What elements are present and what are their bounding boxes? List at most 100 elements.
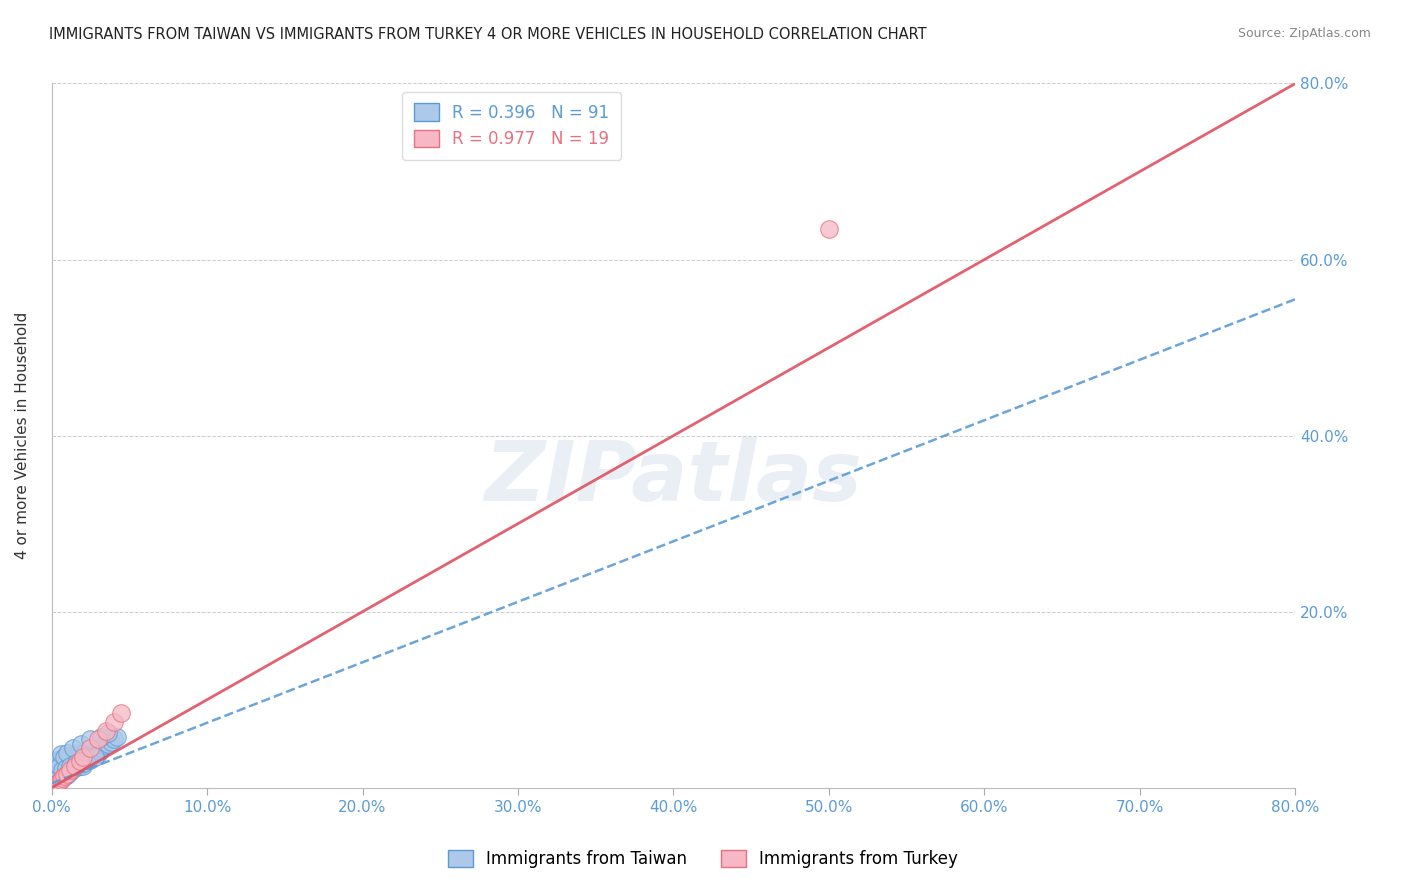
Point <box>86 744 108 758</box>
Point <box>72 750 94 764</box>
Point <box>49 764 72 779</box>
Point <box>51 763 73 777</box>
Point <box>90 730 112 744</box>
Point <box>45 763 67 777</box>
Point <box>62 741 84 756</box>
Point <box>62 758 84 772</box>
Point <box>48 772 70 786</box>
Text: ZIPatlas: ZIPatlas <box>485 437 862 518</box>
Point <box>59 758 82 772</box>
Point <box>44 776 66 790</box>
Text: Source: ZipAtlas.com: Source: ZipAtlas.com <box>1237 27 1371 40</box>
Point <box>52 764 75 779</box>
Point <box>76 750 98 764</box>
Point <box>66 750 89 764</box>
Point <box>55 753 77 767</box>
Point <box>46 764 69 779</box>
Point <box>45 770 67 784</box>
Point <box>72 758 94 772</box>
Point <box>62 750 84 764</box>
Point <box>49 770 72 784</box>
Point <box>58 750 80 764</box>
Point <box>72 750 94 764</box>
Point <box>60 755 83 769</box>
Point <box>73 747 96 762</box>
Point <box>44 778 66 792</box>
Point <box>42 772 65 786</box>
Point <box>70 747 93 762</box>
Point <box>45 758 67 772</box>
Point <box>63 761 86 775</box>
Point <box>42 756 65 770</box>
Point <box>56 766 79 780</box>
Point <box>45 773 67 788</box>
Point <box>94 723 117 738</box>
Point <box>52 770 75 784</box>
Point <box>87 747 110 762</box>
Point <box>48 767 70 781</box>
Point <box>58 758 80 772</box>
Point <box>56 767 79 781</box>
Point <box>46 761 69 775</box>
Legend: R = 0.396   N = 91, R = 0.977   N = 19: R = 0.396 N = 91, R = 0.977 N = 19 <box>402 92 621 160</box>
Point <box>105 730 128 744</box>
Legend: Immigrants from Taiwan, Immigrants from Turkey: Immigrants from Taiwan, Immigrants from … <box>441 843 965 875</box>
Point <box>77 747 100 762</box>
Point <box>79 741 101 756</box>
Point <box>103 714 125 729</box>
Point <box>46 767 69 781</box>
Point <box>55 767 77 781</box>
Point <box>46 753 69 767</box>
Point <box>46 776 69 790</box>
Point <box>56 763 79 777</box>
Point <box>84 750 107 764</box>
Point <box>48 755 70 769</box>
Point <box>63 747 86 762</box>
Point <box>70 756 93 770</box>
Point <box>59 763 82 777</box>
Point <box>103 732 125 747</box>
Point <box>51 755 73 769</box>
Point <box>87 732 110 747</box>
Point <box>89 744 111 758</box>
Point <box>46 773 69 788</box>
Point <box>51 767 73 781</box>
Point <box>75 753 97 767</box>
Point <box>59 750 82 764</box>
Point <box>44 767 66 781</box>
Point <box>58 764 80 779</box>
Point <box>44 770 66 784</box>
Point <box>110 706 132 720</box>
Point <box>84 746 107 760</box>
Point <box>56 750 79 764</box>
Point <box>42 780 65 794</box>
Point <box>69 755 91 769</box>
Point <box>63 758 86 772</box>
Point <box>93 739 115 753</box>
Point <box>79 732 101 747</box>
Point <box>63 756 86 770</box>
Point <box>65 758 87 772</box>
Y-axis label: 4 or more Vehicles in Household: 4 or more Vehicles in Household <box>15 312 30 559</box>
Point <box>51 771 73 785</box>
Point <box>69 750 91 764</box>
Point <box>818 221 841 235</box>
Point <box>60 761 83 775</box>
Point <box>59 758 82 772</box>
Point <box>49 772 72 787</box>
Point <box>66 758 89 772</box>
Point <box>79 753 101 767</box>
Point <box>55 761 77 775</box>
Point <box>45 777 67 791</box>
Point <box>96 726 118 740</box>
Point <box>48 761 70 775</box>
Point <box>90 741 112 756</box>
Point <box>49 758 72 772</box>
Point <box>65 750 87 764</box>
Point <box>100 735 122 749</box>
Point <box>73 756 96 770</box>
Point <box>55 761 77 775</box>
Point <box>49 747 72 762</box>
Point <box>48 758 70 772</box>
Point <box>56 746 79 760</box>
